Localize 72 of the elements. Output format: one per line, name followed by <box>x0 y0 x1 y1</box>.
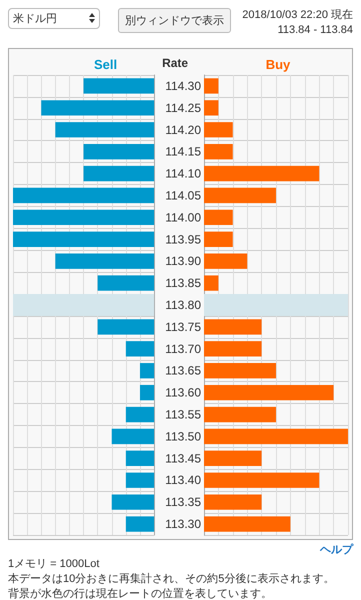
y-tick-label: 113.75 <box>165 320 202 334</box>
y-tick-label: 113.90 <box>165 254 202 268</box>
y-tick-label: 114.05 <box>165 188 202 202</box>
bar <box>204 210 233 226</box>
y-tick-label: 114.20 <box>165 122 202 137</box>
bar <box>204 319 262 335</box>
bar <box>55 254 154 269</box>
bar <box>204 275 218 291</box>
bar <box>112 494 154 510</box>
bar <box>204 78 218 94</box>
bar <box>204 516 290 532</box>
y-tick-label: 114.10 <box>165 166 202 181</box>
bar <box>13 210 154 226</box>
y-tick-label: 114.25 <box>165 100 202 115</box>
y-tick-label: 113.65 <box>165 364 202 378</box>
chart-title: Sell <box>94 57 118 72</box>
bar <box>204 406 276 422</box>
bar <box>112 428 154 444</box>
bar <box>126 406 154 422</box>
bar <box>98 319 154 335</box>
y-tick-label: 113.60 <box>165 386 202 400</box>
bar <box>204 188 276 204</box>
bar <box>204 494 262 510</box>
y-tick-label: 114.00 <box>165 210 202 224</box>
bar <box>98 275 154 291</box>
bar <box>13 232 154 247</box>
y-tick-label: 113.70 <box>165 342 202 356</box>
bar <box>126 341 154 356</box>
bar <box>204 254 248 269</box>
bar <box>204 144 233 160</box>
bar <box>204 450 262 466</box>
y-tick-label: 113.85 <box>165 276 202 290</box>
y-tick-label: 114.30 <box>165 78 202 93</box>
bar <box>55 122 154 138</box>
bar <box>204 166 320 182</box>
text: 113.84 - 113.84 <box>276 23 353 38</box>
bar <box>204 428 348 444</box>
bar <box>204 472 320 488</box>
y-axis-title: Rate <box>162 56 188 70</box>
y-tick-label: 113.30 <box>165 517 202 532</box>
bar <box>126 516 154 532</box>
y-tick-label: 113.35 <box>165 495 202 510</box>
y-tick-label: 114.15 <box>165 144 202 159</box>
y-tick-label: 113.50 <box>165 429 202 444</box>
y-tick-label: 113.95 <box>165 232 202 246</box>
open-window-button: 別ウィンドウで表示 <box>118 8 231 33</box>
y-tick-label: 113.80 <box>165 298 202 312</box>
bar <box>140 384 154 400</box>
currency-select: 米ドル円 <box>8 8 100 29</box>
bar <box>204 363 276 378</box>
bar <box>126 450 154 466</box>
bar <box>140 363 154 378</box>
bar <box>13 188 154 204</box>
text: ヘルプ <box>318 542 353 557</box>
text: 2018/10/03 22:20 現在 <box>242 8 353 23</box>
bar <box>41 100 154 116</box>
y-tick-label: 113.45 <box>165 451 202 466</box>
y-tick-label: 113.40 <box>165 473 202 488</box>
bar <box>204 384 334 400</box>
bar <box>204 341 262 356</box>
y-tick-label: 113.55 <box>165 408 202 422</box>
bar <box>204 232 233 247</box>
bar <box>84 78 154 94</box>
bar <box>126 472 154 488</box>
text: 1メモリ = 1000Lot <box>8 557 100 572</box>
text: 背景が水色の行は現在レートの位置を表しています。 <box>8 587 273 600</box>
bar <box>84 144 154 160</box>
bar <box>204 122 233 138</box>
chart-title: Buy <box>266 57 292 72</box>
text: 本データは10分おきに再集計され、その約5分後に表示されます。 <box>8 572 336 587</box>
bar <box>84 166 154 182</box>
bar <box>204 100 218 116</box>
